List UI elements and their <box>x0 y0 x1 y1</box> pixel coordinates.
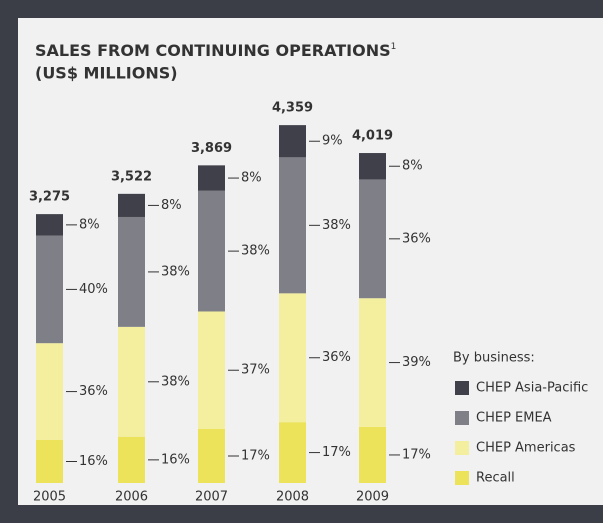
legend-title: By business: <box>453 351 535 366</box>
bar-segment <box>198 190 225 312</box>
segment-label: 37% <box>241 363 270 378</box>
bar-segment <box>118 326 145 437</box>
segment-label: 16% <box>79 454 108 469</box>
segment-label: 38% <box>241 244 270 259</box>
segment-label: 40% <box>79 282 108 297</box>
legend-swatch <box>455 381 469 395</box>
total-label: 3,522 <box>111 169 152 184</box>
segment-label: 17% <box>322 445 351 460</box>
bar-segment <box>279 293 306 423</box>
bar-segment <box>359 179 386 299</box>
x-tick-label: 2007 <box>195 490 228 505</box>
bar-segment <box>118 216 145 327</box>
bar-segment <box>118 193 145 217</box>
bar-segment <box>36 235 63 344</box>
x-tick-label: 2008 <box>276 490 309 505</box>
bar-segment <box>36 343 63 440</box>
bar-segment <box>279 422 306 483</box>
x-tick-label: 2006 <box>115 490 148 505</box>
bar-segment <box>36 439 63 483</box>
total-label: 3,869 <box>191 141 232 156</box>
bar-segment <box>198 165 225 191</box>
legend-label: CHEP EMEA <box>476 411 552 426</box>
title-text: SALES FROM CONTINUING OPERATIONS <box>35 41 391 60</box>
title-note: 1 <box>391 42 397 52</box>
total-label: 4,359 <box>272 101 313 116</box>
legend-label: CHEP Americas <box>476 441 576 456</box>
bar-segment <box>198 429 225 483</box>
segment-label: 8% <box>161 198 182 213</box>
legend-swatch <box>455 441 469 455</box>
legend-swatch <box>455 411 469 425</box>
segment-label: 17% <box>402 447 431 462</box>
x-tick-label: 2005 <box>33 490 66 505</box>
bar-segment <box>359 298 386 427</box>
segment-label: 36% <box>322 350 351 365</box>
total-label: 4,019 <box>352 129 393 144</box>
total-label: 3,275 <box>29 190 70 205</box>
bar-segment <box>279 157 306 294</box>
bar-segment <box>279 125 306 158</box>
segment-label: 38% <box>322 218 351 233</box>
bar-segment <box>359 426 386 483</box>
segment-label: 38% <box>161 374 190 389</box>
segment-label: 36% <box>79 384 108 399</box>
bar-segment <box>36 214 63 236</box>
panel <box>18 18 603 505</box>
legend-label: Recall <box>476 471 515 486</box>
bar-segment <box>118 436 145 483</box>
legend-swatch <box>455 471 469 485</box>
x-tick-label: 2009 <box>356 490 389 505</box>
segment-label: 38% <box>161 264 190 279</box>
chart-subtitle: (US$ MILLIONS) <box>35 64 178 83</box>
chart-title: SALES FROM CONTINUING OPERATIONS1 <box>35 41 396 60</box>
legend-label: CHEP Asia-Pacific <box>476 381 588 396</box>
segment-label: 8% <box>241 171 262 186</box>
segment-label: 36% <box>402 231 431 246</box>
segment-label: 9% <box>322 134 343 149</box>
bar-segment <box>359 153 386 180</box>
segment-label: 17% <box>241 449 270 464</box>
segment-label: 8% <box>79 217 100 232</box>
segment-label: 39% <box>402 355 431 370</box>
segment-label: 8% <box>402 159 423 174</box>
segment-label: 16% <box>161 452 190 467</box>
bar-segment <box>198 311 225 430</box>
